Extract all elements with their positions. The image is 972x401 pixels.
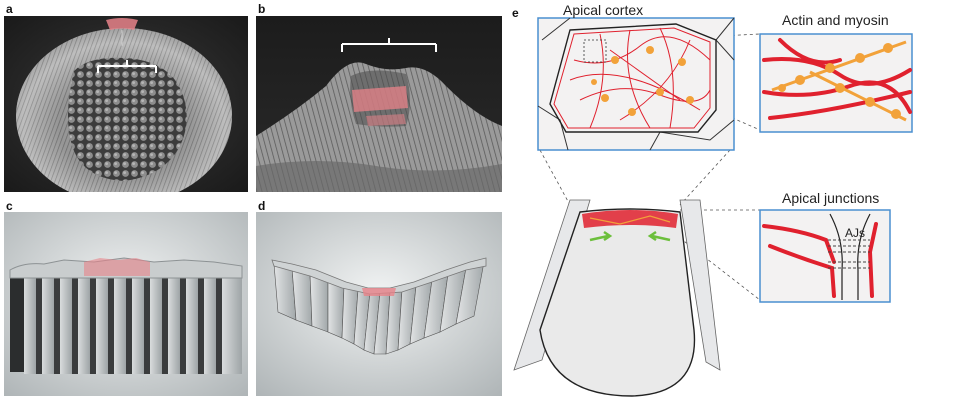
apical-domain <box>582 210 678 228</box>
actin-myosin-inset <box>759 33 913 133</box>
panel-c-flat-epithelium-model <box>4 212 248 396</box>
panel-e-schematic <box>510 0 972 401</box>
label-apical-junctions: Apical junctions <box>782 190 880 206</box>
bracket-a <box>97 60 157 73</box>
pink-apical-highlight-d <box>362 288 396 296</box>
label-ajs: AJs <box>845 226 866 240</box>
cell-body <box>539 208 696 397</box>
apical-surface-d <box>271 257 487 295</box>
panel-letter-d: d <box>258 199 266 213</box>
pink-apical-highlight-c <box>84 258 150 276</box>
bracket-b <box>341 38 437 52</box>
cell-outline <box>549 23 717 133</box>
myosin-clusters <box>591 46 694 116</box>
panel-letter-b: b <box>258 2 266 16</box>
cortical-actin-ring <box>553 27 711 129</box>
apical-junctions-inset <box>759 209 891 303</box>
label-actin-and-myosin: Actin and myosin <box>782 12 889 28</box>
panel-b-sem-neural-plate <box>256 16 502 192</box>
panel-letter-c: c <box>6 199 13 213</box>
column-array-c <box>10 272 242 374</box>
panel-a-sem-cross-section <box>4 16 248 192</box>
pink-apical-highlight-b <box>352 86 408 112</box>
constriction-arrows <box>589 230 671 242</box>
panel-letter-e: e <box>512 6 519 20</box>
panel-d-bent-epithelium-model <box>256 212 502 396</box>
label-apical-cortex: Apical cortex <box>563 2 644 18</box>
apical-cortex-inset <box>537 17 735 151</box>
pink-apical-highlight-a <box>106 18 138 30</box>
panel-letter-a: a <box>6 2 13 16</box>
main-cell-schematic <box>513 199 721 397</box>
